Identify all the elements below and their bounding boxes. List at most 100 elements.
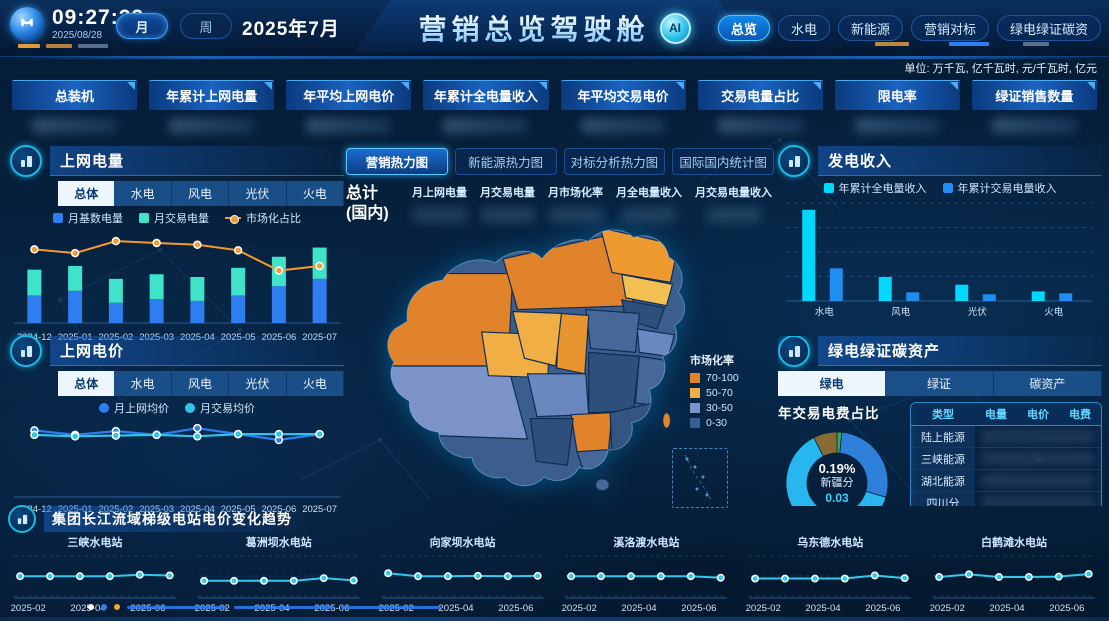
pager-dot[interactable] bbox=[101, 604, 107, 610]
map-tab-新能源热力图[interactable]: 新能源热力图 bbox=[454, 148, 557, 175]
legend-dot-swatch bbox=[99, 403, 109, 413]
period-button-周[interactable]: 周 bbox=[180, 13, 232, 39]
nav-item-绿电绿证碳资[interactable]: 绿电绿证碳资 bbox=[996, 15, 1101, 41]
map-stat-label: 月交易电量 bbox=[480, 187, 535, 199]
legend-label: 月基数电量 bbox=[68, 213, 123, 225]
pager-dot[interactable] bbox=[114, 604, 120, 610]
map-stat-columns: 月上网电量 月交易电量 月市场化率 月全电量收入 月交易电量收入 bbox=[412, 184, 774, 223]
nav-item-水电[interactable]: 水电 bbox=[777, 15, 830, 41]
station-mini-chart[interactable]: 2025-02 2025-04 2025-06 bbox=[743, 550, 917, 619]
grid-price-tab-总体[interactable]: 总体 bbox=[58, 371, 115, 396]
grid-power-tab-火电[interactable]: 火电 bbox=[286, 181, 345, 206]
nav-item-新能源[interactable]: 新能源 bbox=[837, 15, 903, 41]
svg-text:2025-06: 2025-06 bbox=[498, 603, 533, 614]
green-table-row[interactable]: 三峡能源 bbox=[911, 448, 1101, 470]
station-mini-chart[interactable]: 2025-02 2025-04 2025-06 bbox=[376, 550, 550, 619]
svg-text:2025-04: 2025-04 bbox=[438, 603, 474, 614]
gen-income-chart[interactable]: 水电 风电 光伏 火电 bbox=[778, 197, 1102, 326]
green-table-header-cell: 电费 bbox=[1069, 409, 1091, 421]
kpi-card-value-blurred bbox=[306, 118, 392, 133]
decor-dash bbox=[875, 42, 909, 46]
kpi-card-label[interactable]: 交易电量占比 bbox=[697, 80, 823, 110]
map-tab-营销热力图[interactable]: 营销热力图 bbox=[346, 148, 448, 175]
legend-item: 年累计全电量收入 bbox=[823, 180, 927, 196]
map-stat-column: 月市场化率 bbox=[548, 184, 603, 223]
kpi-card: 绿证销售数量 bbox=[971, 80, 1097, 133]
market-rate-legend-item: 0-30 bbox=[690, 417, 739, 429]
nav-item-总览[interactable]: 总览 bbox=[717, 15, 770, 41]
legend-label: 月上网均价 bbox=[114, 403, 169, 415]
legend-dot-swatch bbox=[185, 403, 195, 413]
pager-bar[interactable] bbox=[341, 605, 441, 609]
grid-power-legend: 月基数电量 月交易电量 市场化占比 bbox=[10, 209, 344, 227]
station-mini-chart[interactable]: 2025-02 2025-04 2025-06 bbox=[927, 550, 1101, 619]
green-tab-绿电[interactable]: 绿电 bbox=[778, 371, 886, 396]
panel-green-assets: 绿电绿证碳资产 绿电 绿证 碳资产 年交易电费占比 0.19% 新疆分 0.03 类… bbox=[778, 336, 1102, 506]
decor-dash bbox=[949, 42, 989, 46]
grid-price-tab-光伏[interactable]: 光伏 bbox=[229, 371, 287, 396]
china-heatmap[interactable] bbox=[352, 220, 732, 517]
grid-power-tab-光伏[interactable]: 光伏 bbox=[229, 181, 287, 206]
green-table-row[interactable]: 陆上能源 bbox=[911, 426, 1101, 448]
green-tab-绿证[interactable]: 绿证 bbox=[885, 371, 994, 396]
donut-pct: 0.19% bbox=[818, 460, 856, 476]
kpi-card-label[interactable]: 年平均上网电价 bbox=[286, 80, 412, 110]
panel-title: 集团长江流域梯级电站电价变化趋势 bbox=[44, 506, 306, 532]
grid-power-chart[interactable]: 2024-122025-012025-022025-032025-042025-… bbox=[10, 227, 344, 350]
donut-title: 年交易电费占比 bbox=[778, 406, 880, 421]
kpi-card-label[interactable]: 总装机 bbox=[12, 80, 138, 110]
grid-power-tab-水电[interactable]: 水电 bbox=[114, 181, 172, 206]
nav-item-营销对标[interactable]: 营销对标 bbox=[910, 15, 989, 41]
grid-price-tab-水电[interactable]: 水电 bbox=[114, 371, 172, 396]
svg-text:水电: 水电 bbox=[815, 306, 835, 318]
kpi-card-label[interactable]: 绿证销售数量 bbox=[971, 80, 1097, 110]
header: 09:27:22 2025/08/28 月周 2025年7月 营销总览驾驶舱 A… bbox=[0, 0, 1109, 59]
green-table-row[interactable]: 湖北能源 bbox=[911, 470, 1101, 492]
green-table-row-values-blurred bbox=[981, 473, 1095, 488]
kpi-card-label[interactable]: 限电率 bbox=[834, 80, 960, 110]
legend-label: 市场化占比 bbox=[246, 213, 301, 225]
pager-bar[interactable] bbox=[127, 605, 227, 609]
ai-assistant-button[interactable]: AI bbox=[659, 12, 691, 44]
green-tab-碳资产[interactable]: 碳资产 bbox=[993, 371, 1102, 396]
donut-name: 新疆分 bbox=[820, 476, 854, 489]
station-mini-chart[interactable]: 2025-02 2025-04 2025-06 bbox=[192, 550, 366, 619]
station-mini-chart[interactable]: 2025-02 2025-04 2025-06 bbox=[559, 550, 733, 619]
grid-power-tab-风电[interactable]: 风电 bbox=[171, 181, 230, 206]
map-stat-column: 月交易电量收入 bbox=[695, 184, 772, 223]
pager-bar[interactable] bbox=[234, 605, 334, 609]
grid-power-tab-总体[interactable]: 总体 bbox=[58, 181, 115, 206]
map-section: 营销热力图 新能源热力图 对标分析热力图 国际国内统计图 总计 (国内) 月上网电量月… bbox=[346, 148, 774, 508]
kpi-card-label[interactable]: 年平均交易电价 bbox=[560, 80, 686, 110]
map-stat-value-blurred bbox=[480, 207, 535, 223]
decor-dash bbox=[18, 44, 40, 48]
map-stat-label: 月全电量收入 bbox=[616, 187, 682, 199]
grid-price-tab-风电[interactable]: 风电 bbox=[171, 371, 230, 396]
period-button-月[interactable]: 月 bbox=[116, 13, 168, 39]
green-table-row[interactable]: 四川分 bbox=[911, 492, 1101, 506]
map-stat-column: 月交易电量 bbox=[480, 184, 535, 223]
selected-month[interactable]: 2025年7月 bbox=[242, 19, 340, 40]
legend-title: 市场化率 bbox=[690, 355, 734, 367]
market-rate-legend-item: 30-50 bbox=[690, 402, 739, 414]
kpi-card-label[interactable]: 年累计全电量收入 bbox=[423, 80, 549, 110]
map-tab-对标分析热力图[interactable]: 对标分析热力图 bbox=[563, 148, 666, 175]
map-tab-国际国内统计图[interactable]: 国际国内统计图 bbox=[672, 148, 774, 175]
panel-station-trend: 集团长江流域梯级电站电价变化趋势 三峡水电站2025-022025-042025… bbox=[8, 505, 1101, 619]
svg-text:2025-06: 2025-06 bbox=[866, 603, 901, 614]
legend-item: 市场化占比 bbox=[225, 210, 301, 226]
svg-text:2025-06: 2025-06 bbox=[682, 603, 717, 614]
page-title-wrap: 营销总览驾驶舱 AI bbox=[418, 8, 691, 48]
fee-donut-chart[interactable]: 0.19% 新疆分 0.03 bbox=[784, 430, 890, 506]
grid-power-tabs: 总体 水电 风电 光伏 火电 bbox=[58, 181, 345, 206]
panel-header: 集团长江流域梯级电站电价变化趋势 bbox=[8, 505, 1101, 533]
green-table: 类型电量电价电费陆上能源三峡能源湖北能源四川分长江电力新疆分 bbox=[910, 402, 1102, 506]
current-date: 2025/08/28 bbox=[52, 30, 103, 41]
grid-price-tab-火电[interactable]: 火电 bbox=[286, 371, 345, 396]
station-chart-白鹤滩水电站: 白鹤滩水电站 2025-02 2025-04 2025-06 bbox=[927, 534, 1101, 619]
kpi-card-label[interactable]: 年累计上网电量 bbox=[149, 80, 275, 110]
pager-dot[interactable] bbox=[88, 604, 94, 610]
units-note: 单位: 万千瓦, 亿千瓦时, 元/千瓦时, 亿元 bbox=[904, 63, 1097, 75]
